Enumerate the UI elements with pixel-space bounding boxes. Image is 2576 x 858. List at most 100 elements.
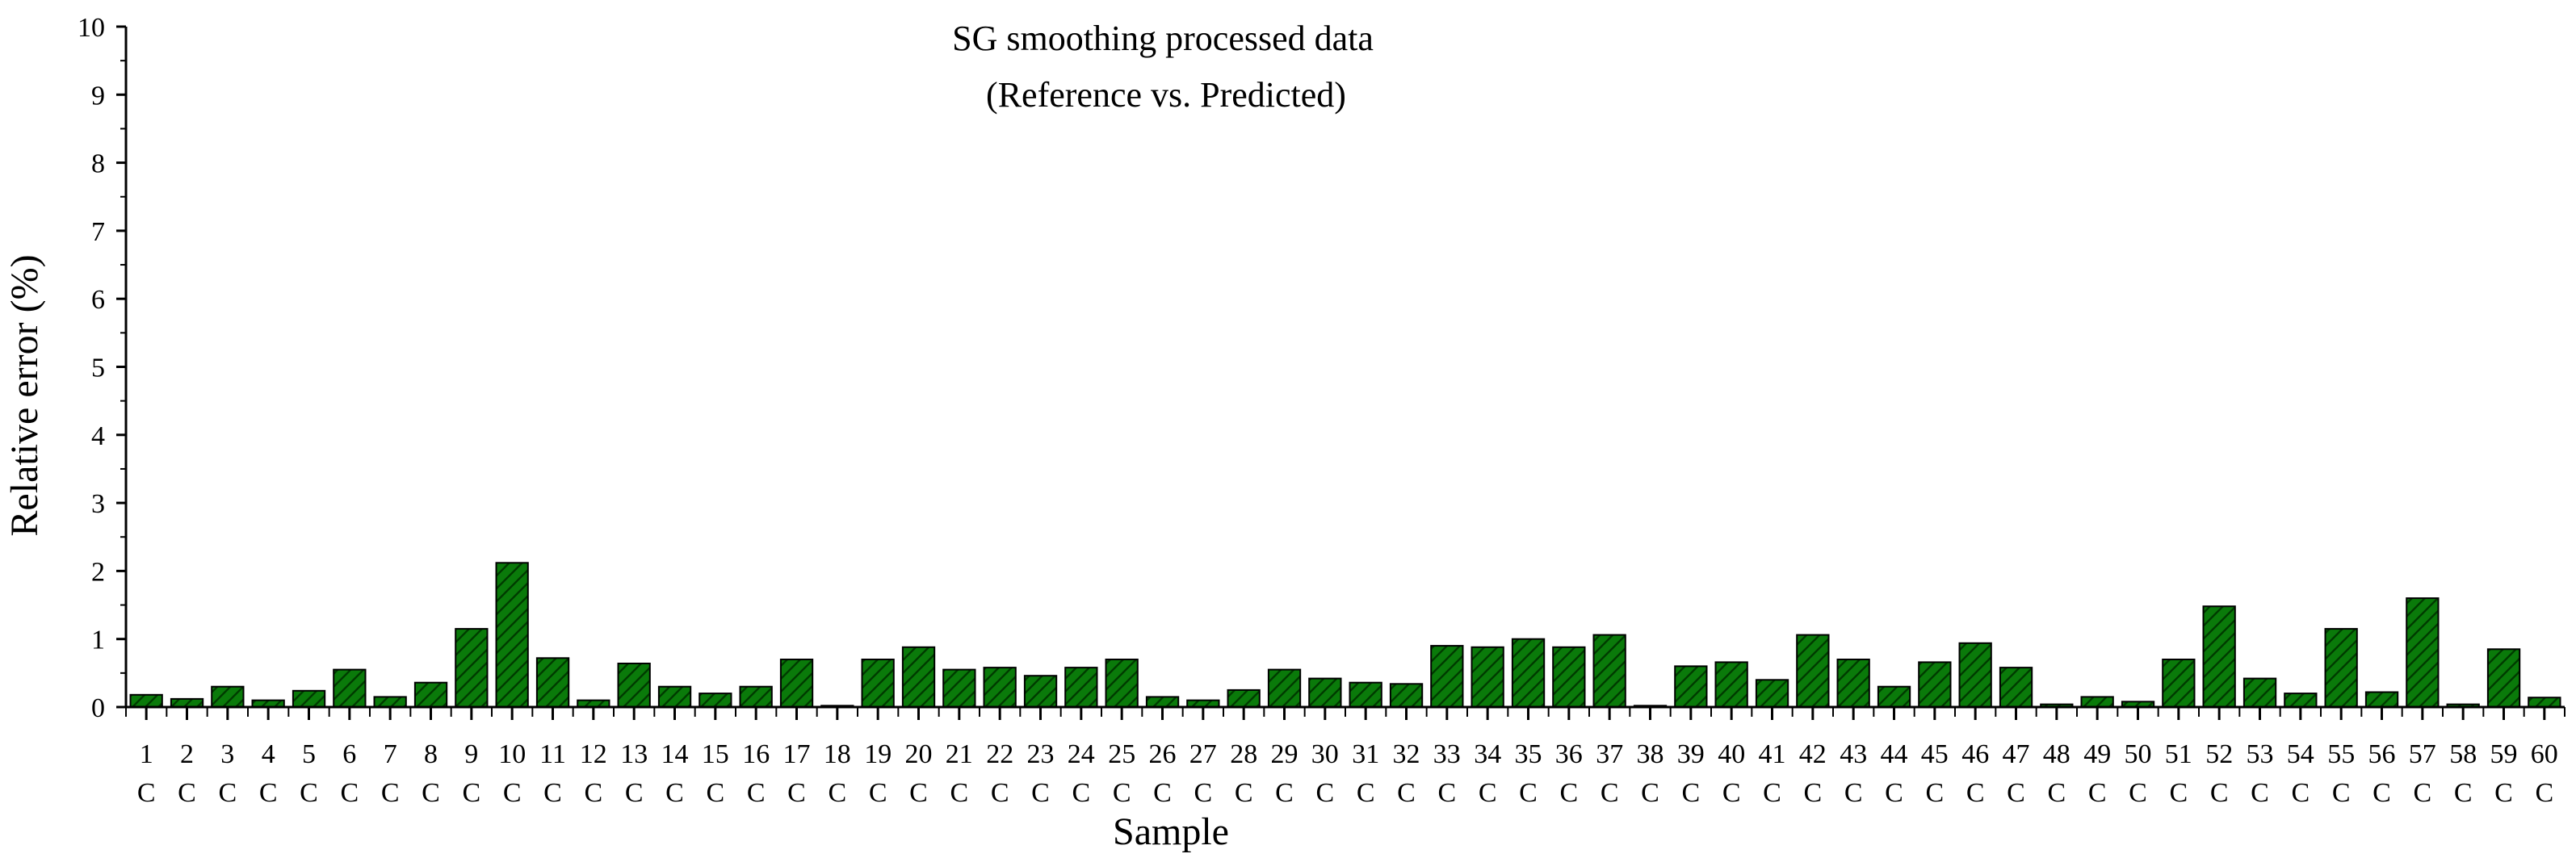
- x-tick-sublabel-18: C: [828, 778, 846, 808]
- x-tick-sublabel-4: C: [259, 778, 278, 808]
- y-tick-label: 10: [78, 13, 105, 43]
- x-tick-sublabel-9: C: [462, 778, 480, 808]
- chart-title-line-1: SG smoothing processed data: [952, 19, 1374, 58]
- x-tick-label-15: 15: [702, 739, 729, 769]
- bar-42: [1796, 634, 1830, 708]
- x-tick-sublabel-56: C: [2373, 778, 2391, 808]
- x-tick-label-12: 12: [580, 739, 607, 769]
- x-tick-sublabel-43: C: [1844, 778, 1863, 808]
- bar-13: [617, 663, 651, 708]
- bar-19: [861, 659, 895, 708]
- x-tick-sublabel-40: C: [1722, 778, 1741, 808]
- x-tick-label-44: 44: [1881, 739, 1908, 769]
- bar-21: [942, 668, 976, 708]
- y-tick-label: 9: [91, 81, 105, 111]
- bar-2: [170, 697, 204, 709]
- y-tick-label: 3: [91, 489, 105, 519]
- x-tick-label-38: 38: [1637, 739, 1664, 769]
- bar-40: [1714, 661, 1748, 709]
- x-tick-label-47: 47: [2003, 739, 2030, 769]
- bar-6: [333, 668, 367, 708]
- x-tick-sublabel-8: C: [422, 778, 440, 808]
- x-tick-sublabel-2: C: [178, 778, 196, 808]
- x-tick-label-41: 41: [1759, 739, 1786, 769]
- x-tick-label-1: 1: [140, 739, 153, 769]
- x-tick-sublabel-50: C: [2129, 778, 2147, 808]
- y-tick-label: 6: [91, 285, 105, 315]
- x-tick-label-40: 40: [1718, 739, 1745, 769]
- bar-16: [739, 685, 773, 709]
- bar-49: [2080, 696, 2114, 709]
- bar-30: [1308, 677, 1342, 708]
- x-tick-sublabel-52: C: [2210, 778, 2229, 808]
- x-tick-sublabel-60: C: [2535, 778, 2553, 808]
- bar-37: [1592, 634, 1626, 708]
- x-tick-label-60: 60: [2531, 739, 2558, 769]
- x-tick-sublabel-5: C: [300, 778, 318, 808]
- x-tick-label-10: 10: [498, 739, 526, 769]
- x-tick-sublabel-15: C: [706, 778, 724, 808]
- x-tick-sublabel-49: C: [2088, 778, 2107, 808]
- bar-5: [292, 689, 326, 708]
- plot-area: [129, 562, 2561, 709]
- x-tick-label-24: 24: [1068, 739, 1095, 769]
- y-tick-label: 4: [91, 421, 105, 451]
- x-tick-sublabel-48: C: [2047, 778, 2066, 808]
- x-tick-sublabel-24: C: [1072, 778, 1090, 808]
- y-tick-label: 1: [91, 626, 105, 655]
- y-axis-label: Relative error (%): [3, 254, 46, 536]
- bar-14: [657, 685, 692, 709]
- bar-33: [1430, 645, 1464, 708]
- bar-28: [1227, 688, 1261, 709]
- x-tick-label-18: 18: [824, 739, 851, 769]
- y-axis: 0 1 2 3 4 5 6 7 8 9 10: [78, 13, 128, 723]
- x-tick-label-28: 28: [1230, 739, 1257, 769]
- x-tick-label-30: 30: [1311, 739, 1339, 769]
- x-tick-sublabel-7: C: [381, 778, 400, 808]
- x-tick-sublabel-3: C: [218, 778, 237, 808]
- x-tick-sublabel-17: C: [787, 778, 806, 808]
- x-tick-sublabel-36: C: [1559, 778, 1578, 808]
- x-tick-sublabel-55: C: [2332, 778, 2351, 808]
- x-tick-label-25: 25: [1108, 739, 1135, 769]
- x-tick-label-2: 2: [180, 739, 194, 769]
- x-axis: 1C2C3C4C5C6C7C8C9C10C11C12C13C14C15C16C1…: [125, 705, 2566, 808]
- x-tick-label-13: 13: [620, 739, 648, 769]
- x-tick-sublabel-44: C: [1885, 778, 1903, 808]
- x-tick-label-52: 52: [2205, 739, 2233, 769]
- x-tick-sublabel-21: C: [950, 778, 968, 808]
- x-tick-label-3: 3: [220, 739, 234, 769]
- x-tick-label-11: 11: [539, 739, 566, 769]
- x-tick-sublabel-10: C: [503, 778, 522, 808]
- x-tick-sublabel-33: C: [1437, 778, 1456, 808]
- x-tick-label-19: 19: [864, 739, 892, 769]
- x-tick-label-17: 17: [783, 739, 811, 769]
- chart-title: SG smoothing processed data (Reference v…: [952, 19, 1374, 115]
- bar-15: [699, 693, 732, 708]
- x-tick-label-33: 33: [1433, 739, 1461, 769]
- x-tick-sublabel-53: C: [2251, 778, 2269, 808]
- x-tick-sublabel-13: C: [625, 778, 644, 808]
- x-tick-label-23: 23: [1027, 739, 1055, 769]
- bar-55: [2324, 628, 2358, 708]
- x-tick-sublabel-12: C: [584, 778, 602, 808]
- x-tick-label-49: 49: [2083, 739, 2111, 769]
- x-tick-sublabel-29: C: [1275, 778, 1294, 808]
- x-tick-label-43: 43: [1840, 739, 1867, 769]
- x-tick-sublabel-58: C: [2454, 778, 2473, 808]
- bar-23: [1023, 675, 1058, 709]
- x-tick-label-4: 4: [262, 739, 275, 769]
- bar-7: [373, 696, 407, 709]
- x-tick-sublabel-11: C: [543, 778, 562, 808]
- x-tick-sublabel-14: C: [665, 778, 684, 808]
- bar-24: [1064, 667, 1098, 708]
- bar-20: [901, 646, 936, 708]
- bar-11: [535, 657, 570, 708]
- bar-9: [455, 628, 489, 708]
- x-tick-sublabel-30: C: [1315, 778, 1334, 808]
- y-tick-label: 8: [91, 149, 105, 179]
- bar-57: [2406, 597, 2440, 708]
- x-tick-label-39: 39: [1677, 739, 1705, 769]
- x-axis-label: Sample: [1113, 810, 1229, 853]
